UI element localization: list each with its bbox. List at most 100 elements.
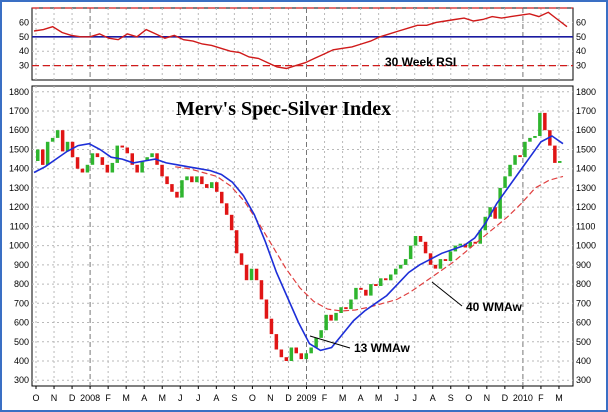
candle	[259, 280, 264, 300]
candle	[354, 287, 358, 300]
rsi-y-tick-label-right: 40	[576, 46, 586, 56]
candle	[398, 264, 403, 269]
y-tick-label-right: 1400	[576, 164, 596, 174]
candle	[334, 312, 338, 321]
candle	[36, 149, 40, 161]
x-tick-label: O	[32, 393, 39, 403]
candle	[70, 141, 75, 158]
rsi-y-tick-label-right: 30	[576, 61, 586, 71]
candle	[150, 153, 154, 158]
candle	[543, 112, 547, 131]
candle	[369, 284, 373, 296]
candle	[120, 145, 124, 148]
x-axis-ticks: O N D 2008 F M A M J J A S O N D 2009 F M A M J J A S O N D 2010 F M	[32, 386, 563, 403]
x-tick-label: A	[213, 393, 219, 403]
y-tick-label-right: 1100	[576, 221, 595, 231]
candle	[224, 203, 229, 215]
candle	[220, 191, 224, 204]
rsi-y-ticks-left: 30 40 50 60	[19, 17, 29, 70]
candle	[518, 155, 522, 158]
candle	[85, 164, 90, 173]
candle	[324, 314, 328, 331]
y-tick-label-right: 1000	[576, 241, 596, 251]
candle	[289, 347, 294, 361]
y-tick-label-right: 300	[576, 375, 591, 385]
candle	[374, 284, 378, 286]
rsi-y-tick-label-left: 40	[19, 46, 29, 56]
x-tick-label: 2010	[513, 393, 533, 403]
candle	[50, 137, 55, 142]
candle	[65, 141, 70, 152]
x-tick-label: S	[448, 393, 454, 403]
y-tick-label-right: 400	[576, 356, 591, 366]
x-tick-label: A	[141, 393, 147, 403]
candle	[488, 207, 492, 217]
price-panel: 300 400 500 600 700 800 900 1000 1100 1200 1300 140…	[9, 85, 596, 387]
candle	[478, 230, 482, 244]
candle	[274, 334, 279, 350]
candle	[180, 180, 184, 198]
candle	[115, 145, 119, 163]
y-tick-label-left: 1600	[9, 125, 29, 135]
candle	[140, 161, 144, 173]
candle	[418, 236, 423, 242]
candle	[468, 241, 472, 248]
candle	[75, 157, 80, 169]
candle	[229, 214, 234, 231]
candle	[423, 241, 428, 254]
candle	[279, 349, 284, 358]
x-tick-label: S	[231, 393, 237, 403]
y-tick-label-left: 800	[14, 279, 29, 289]
x-tick-label: A	[430, 393, 436, 403]
candle	[185, 176, 189, 181]
y-tick-label-right: 1800	[576, 87, 596, 97]
candle	[394, 268, 398, 275]
x-tick-label: M	[555, 393, 563, 403]
wma13-label: 13 WMAw	[354, 341, 410, 355]
candle	[125, 147, 129, 154]
candle	[473, 241, 477, 244]
candle	[135, 164, 139, 173]
candle	[60, 130, 65, 152]
y-tick-label-left: 1300	[9, 183, 29, 193]
price-y-ticks-right: 300 400 500 600 700 800 900 1000 1100 1200 1300 140…	[576, 87, 596, 385]
candle	[384, 278, 388, 281]
chart-title: Merv's Spec-Silver Index	[176, 98, 391, 120]
y-tick-label-left: 300	[14, 375, 29, 385]
candle	[175, 191, 179, 198]
wma13-line	[33, 135, 564, 352]
y-tick-label-left: 1100	[10, 221, 29, 231]
candle	[503, 176, 507, 188]
x-tick-label: 2008	[80, 393, 100, 403]
rsi-panel: 30 40 50 60 30 40 50 60 30 Week RSI	[19, 7, 586, 81]
rsi-y-tick-label-left: 50	[19, 32, 29, 42]
y-tick-label-right: 1200	[576, 202, 596, 212]
candle	[309, 347, 313, 354]
candle	[100, 157, 105, 165]
candle	[314, 337, 318, 348]
candle	[379, 278, 383, 286]
rsi-y-ticks-right: 30 40 50 60	[576, 17, 586, 70]
candle	[558, 161, 562, 163]
candle	[200, 176, 204, 185]
candle	[533, 136, 537, 138]
y-tick-label-left: 1700	[9, 106, 29, 116]
candle	[165, 176, 169, 185]
candle	[538, 112, 542, 136]
candle	[413, 236, 418, 246]
candle	[210, 182, 214, 188]
candle	[170, 184, 174, 192]
candle	[45, 141, 50, 165]
y-tick-label-right: 500	[576, 337, 591, 347]
candle	[498, 187, 502, 219]
price-grid	[32, 86, 573, 386]
y-tick-label-right: 1300	[576, 183, 596, 193]
x-tick-label: N	[484, 393, 491, 403]
y-tick-label-right: 1600	[576, 125, 596, 135]
y-tick-label-right: 600	[576, 318, 591, 328]
candle	[190, 176, 194, 183]
rsi-y-tick-label-right: 50	[576, 32, 586, 42]
candle	[90, 153, 95, 165]
y-tick-label-left: 400	[14, 356, 29, 366]
wma40-line	[175, 166, 564, 312]
